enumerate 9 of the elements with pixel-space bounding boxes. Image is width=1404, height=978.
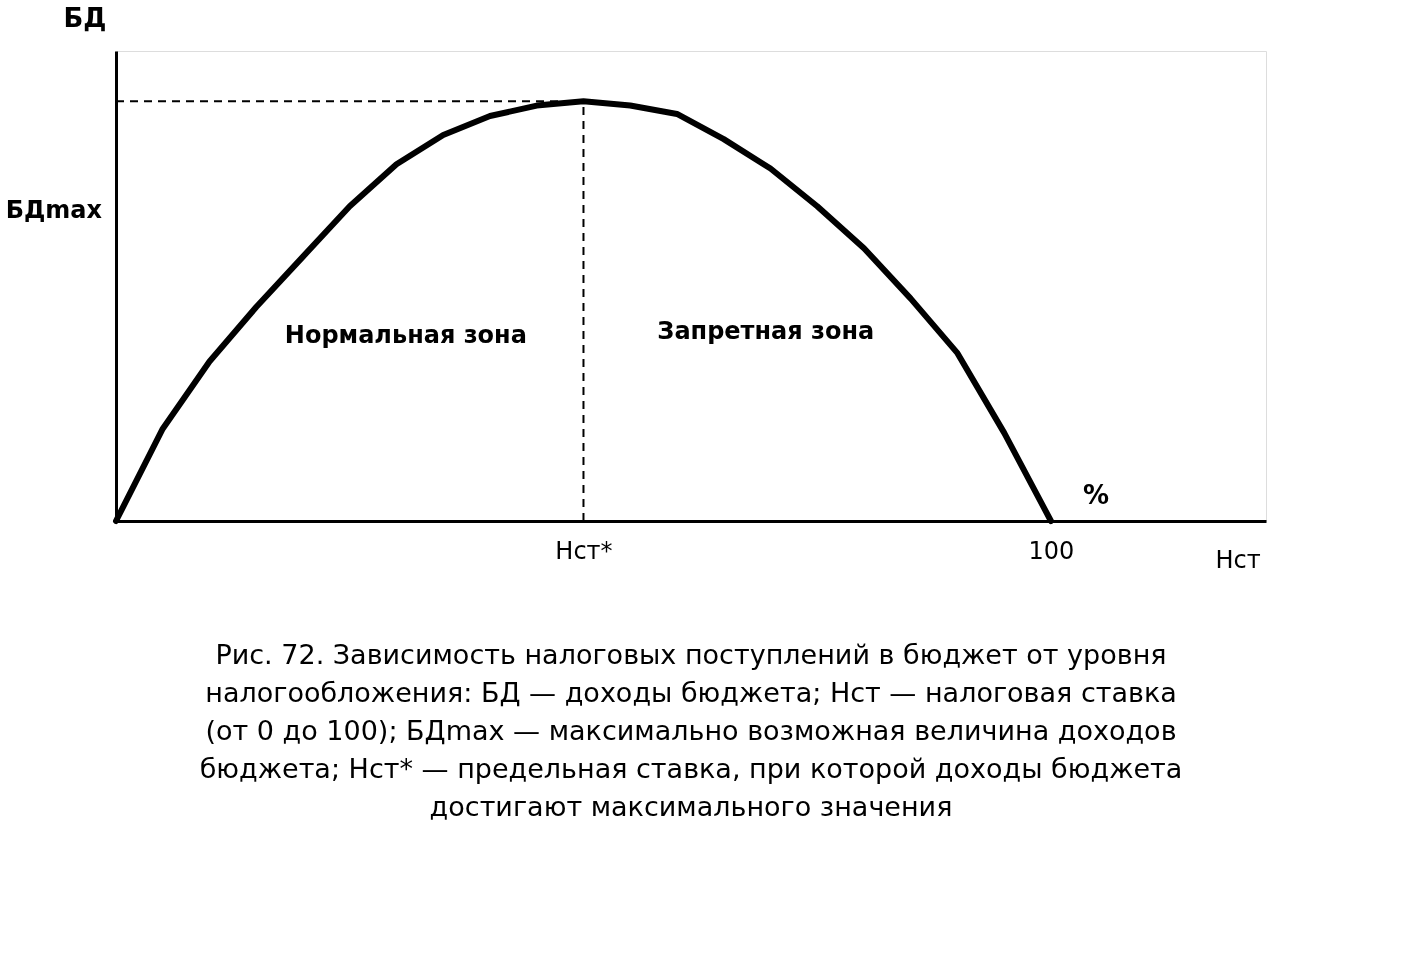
- x-tick-label: 100: [1028, 536, 1075, 565]
- ref-line-label: БДmax: [5, 196, 103, 225]
- y-axis-title: БД: [63, 2, 107, 33]
- annotation: Нормальная зона: [284, 321, 527, 350]
- annotation: Запретная зона: [657, 317, 875, 346]
- text: %: [1082, 480, 1109, 510]
- text: Нст: [1215, 546, 1261, 574]
- x-tick-label: Нст*: [555, 536, 613, 565]
- text: Рис. 72. Зависимость налоговых поступлений в бюджет от уровня налогообложения: БД — доходы бюджета; Нст — налоговая ставка (от 0 до 100); БДmax — максимально возможная величина доходов бюджета; Нст* — предельная ставка, при которой доходы бюджета достигают максимального значения: [199, 639, 1183, 822]
